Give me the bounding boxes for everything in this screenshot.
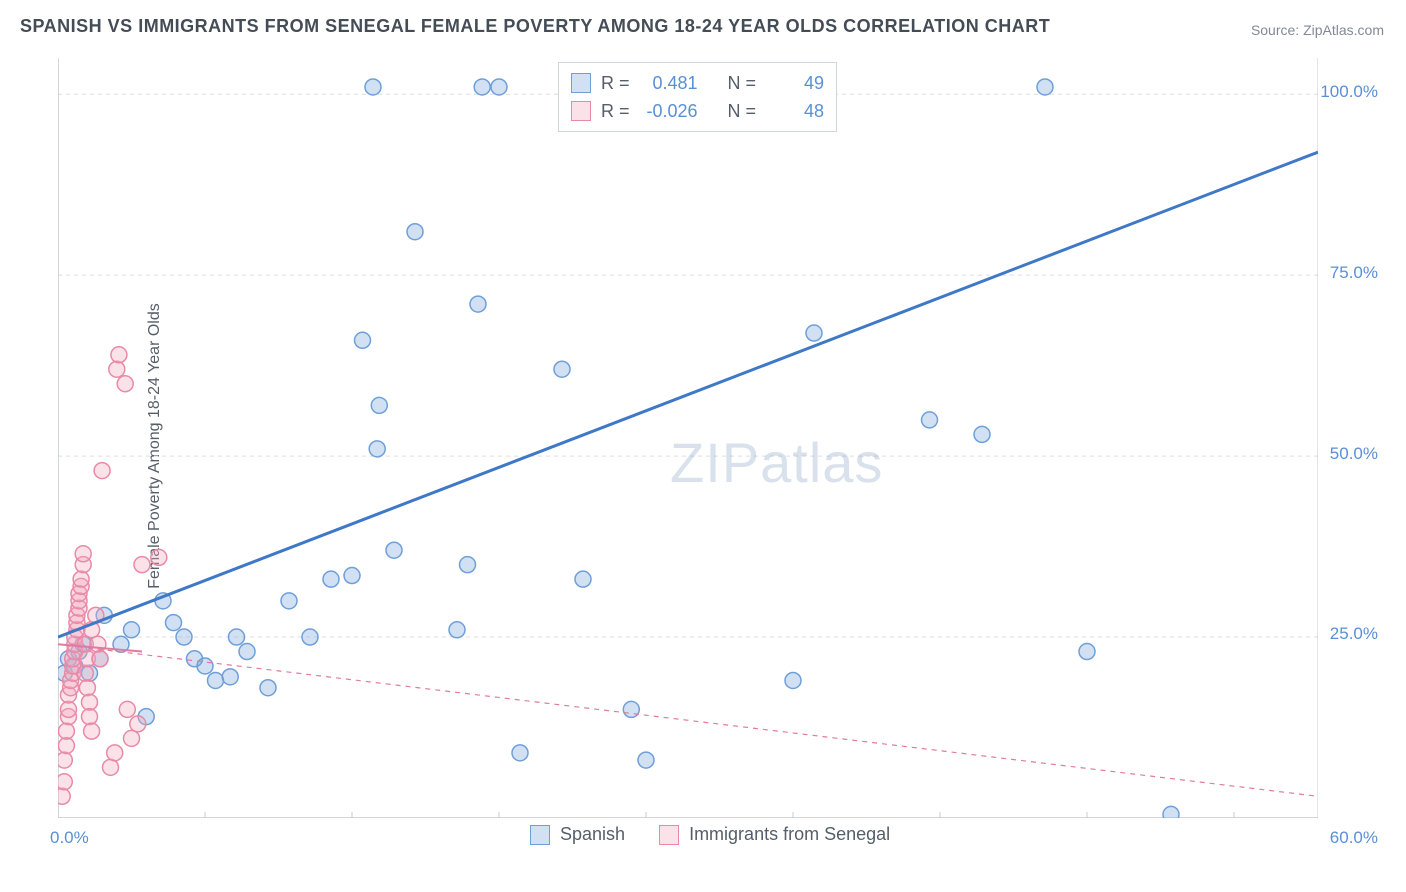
swatch-spanish bbox=[571, 73, 591, 93]
bottom-legend: Spanish Immigrants from Senegal bbox=[530, 824, 890, 845]
ytick-100: 100.0% bbox=[1320, 82, 1378, 102]
scatter-plot-svg bbox=[58, 58, 1318, 818]
ytick-25: 25.0% bbox=[1330, 624, 1378, 644]
n-label: N = bbox=[728, 69, 757, 97]
ytick-75: 75.0% bbox=[1330, 263, 1378, 283]
correlation-stats-box: R = 0.481 N = 49 R = -0.026 N = 48 bbox=[558, 62, 837, 132]
r-label: R = bbox=[601, 69, 630, 97]
legend-swatch-spanish bbox=[530, 825, 550, 845]
chart-container: SPANISH VS IMMIGRANTS FROM SENEGAL FEMAL… bbox=[0, 0, 1406, 892]
r-label-2: R = bbox=[601, 97, 630, 125]
swatch-senegal bbox=[571, 101, 591, 121]
ytick-50: 50.0% bbox=[1330, 444, 1378, 464]
source-attribution: Source: ZipAtlas.com bbox=[1251, 22, 1384, 38]
n-value-senegal: 48 bbox=[766, 97, 824, 125]
stats-row-spanish: R = 0.481 N = 49 bbox=[571, 69, 824, 97]
legend-swatch-senegal bbox=[659, 825, 679, 845]
n-label-2: N = bbox=[728, 97, 757, 125]
chart-title: SPANISH VS IMMIGRANTS FROM SENEGAL FEMAL… bbox=[20, 16, 1050, 37]
legend-label-spanish: Spanish bbox=[560, 824, 625, 845]
n-value-spanish: 49 bbox=[766, 69, 824, 97]
legend-label-senegal: Immigrants from Senegal bbox=[689, 824, 890, 845]
r-value-senegal: -0.026 bbox=[640, 97, 698, 125]
stats-row-senegal: R = -0.026 N = 48 bbox=[571, 97, 824, 125]
xtick-0: 0.0% bbox=[50, 828, 89, 848]
r-value-spanish: 0.481 bbox=[640, 69, 698, 97]
plot-area bbox=[58, 58, 1318, 818]
xtick-60: 60.0% bbox=[1330, 828, 1378, 848]
